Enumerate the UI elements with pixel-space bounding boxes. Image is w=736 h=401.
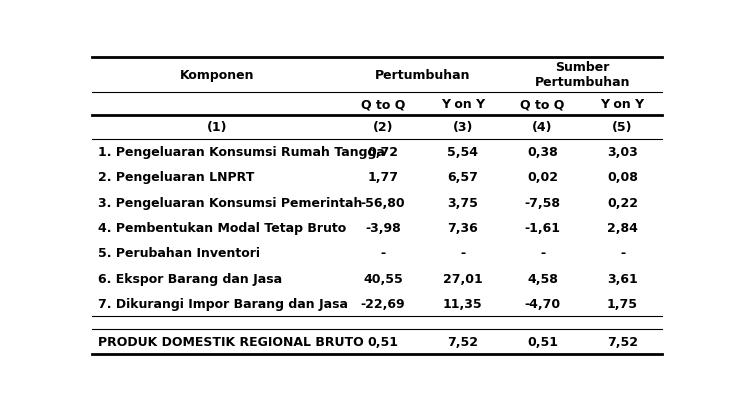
Text: 0,22: 0,22 — [607, 196, 638, 209]
Text: PRODUK DOMESTIK REGIONAL BRUTO: PRODUK DOMESTIK REGIONAL BRUTO — [98, 335, 364, 348]
Text: -: - — [620, 247, 625, 259]
Text: 0,51: 0,51 — [527, 335, 558, 348]
Text: Y on Y: Y on Y — [441, 98, 485, 111]
Text: 3,61: 3,61 — [607, 272, 638, 285]
Text: 3,75: 3,75 — [447, 196, 478, 209]
Text: 40,55: 40,55 — [363, 272, 403, 285]
Text: 0,51: 0,51 — [367, 335, 398, 348]
Text: 5. Perubahan Inventori: 5. Perubahan Inventori — [98, 247, 260, 259]
Text: Pertumbuhan: Pertumbuhan — [375, 69, 470, 82]
Text: 0,02: 0,02 — [527, 171, 558, 184]
Text: 1. Pengeluaran Konsumsi Rumah Tangga: 1. Pengeluaran Konsumsi Rumah Tangga — [98, 146, 385, 158]
Text: (3): (3) — [453, 121, 473, 134]
Text: -3,98: -3,98 — [365, 221, 401, 234]
Text: Sumber
Pertumbuhan: Sumber Pertumbuhan — [535, 61, 630, 89]
Text: Q to Q: Q to Q — [520, 98, 565, 111]
Text: 7,52: 7,52 — [607, 335, 638, 348]
Text: 4,58: 4,58 — [527, 272, 558, 285]
Text: Y on Y: Y on Y — [601, 98, 645, 111]
Text: 7. Dikurangi Impor Barang dan Jasa: 7. Dikurangi Impor Barang dan Jasa — [98, 297, 347, 310]
Text: (1): (1) — [208, 121, 227, 134]
Text: 6. Ekspor Barang dan Jasa: 6. Ekspor Barang dan Jasa — [98, 272, 282, 285]
Text: 4. Pembentukan Modal Tetap Bruto: 4. Pembentukan Modal Tetap Bruto — [98, 221, 346, 234]
Text: -4,70: -4,70 — [525, 297, 561, 310]
Text: (2): (2) — [372, 121, 393, 134]
Text: 5,54: 5,54 — [447, 146, 478, 158]
Text: -1,61: -1,61 — [525, 221, 561, 234]
Text: 0,72: 0,72 — [367, 146, 398, 158]
Text: 3,03: 3,03 — [607, 146, 638, 158]
Text: 2,84: 2,84 — [607, 221, 638, 234]
Text: 0,08: 0,08 — [607, 171, 638, 184]
Text: 2. Pengeluaran LNPRT: 2. Pengeluaran LNPRT — [98, 171, 254, 184]
Text: -: - — [540, 247, 545, 259]
Text: 0,38: 0,38 — [527, 146, 558, 158]
Text: 11,35: 11,35 — [443, 297, 483, 310]
Text: 1,77: 1,77 — [367, 171, 398, 184]
Text: -56,80: -56,80 — [361, 196, 406, 209]
Text: 1,75: 1,75 — [607, 297, 638, 310]
Text: 7,52: 7,52 — [447, 335, 478, 348]
Text: Komponen: Komponen — [180, 69, 255, 82]
Text: Q to Q: Q to Q — [361, 98, 405, 111]
Text: -7,58: -7,58 — [525, 196, 561, 209]
Text: 7,36: 7,36 — [447, 221, 478, 234]
Text: -: - — [381, 247, 386, 259]
Text: 6,57: 6,57 — [447, 171, 478, 184]
Text: -22,69: -22,69 — [361, 297, 406, 310]
Text: 27,01: 27,01 — [443, 272, 483, 285]
Text: (5): (5) — [612, 121, 633, 134]
Text: (4): (4) — [532, 121, 553, 134]
Text: -: - — [460, 247, 465, 259]
Text: 3. Pengeluaran Konsumsi Pemerintah: 3. Pengeluaran Konsumsi Pemerintah — [98, 196, 362, 209]
